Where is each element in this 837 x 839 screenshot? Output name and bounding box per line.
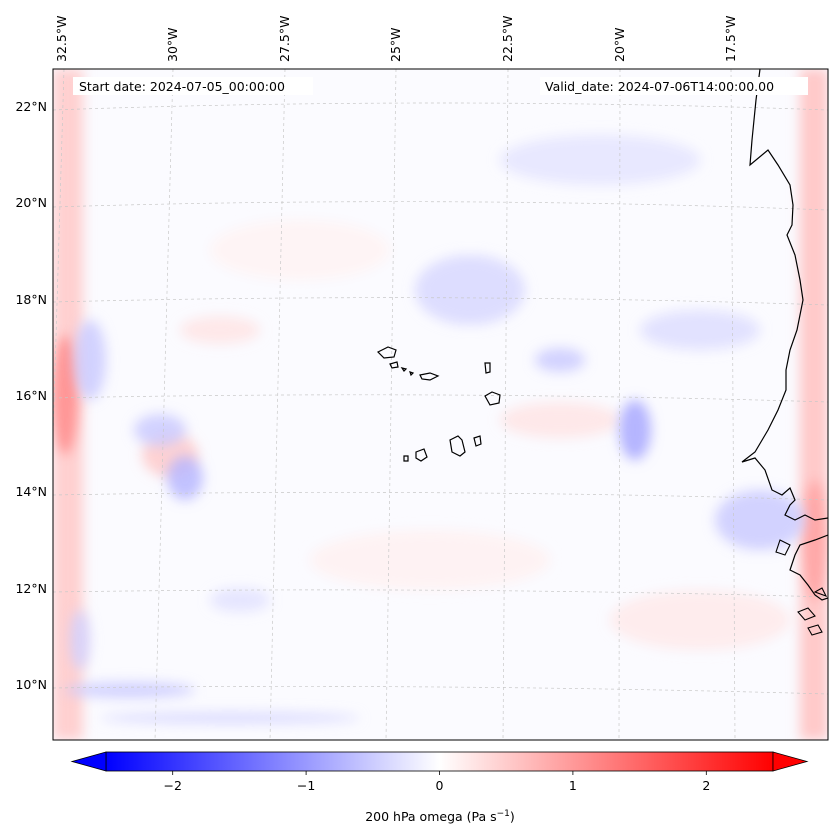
colorbar-tick-label: −2	[163, 778, 181, 793]
lat-label-12n: 12°N	[15, 581, 47, 596]
lat-label-14n: 14°N	[15, 484, 47, 499]
colorbar-tick-label: 0	[436, 778, 444, 793]
colorbar-label-close: )	[510, 809, 515, 824]
colorbar-ticks: −2 −1 0 1 2	[163, 771, 710, 793]
longitude-labels: 32.5°W 30°W 27.5°W 25°W 22.5°W 20°W 17.5…	[54, 16, 738, 62]
guinea-bissau-coastline	[789, 534, 828, 601]
colorbar-body	[105, 751, 774, 772]
colorbar-tick-label: 1	[569, 778, 577, 793]
cabo-verde-islands	[376, 346, 501, 462]
lon-label-20w: 20°W	[612, 27, 627, 62]
lat-label-16n: 16°N	[15, 388, 47, 403]
colorbar-tick-label: 2	[702, 778, 710, 793]
colorbar-label: 200 hPa omega (Pa s−1)	[365, 809, 515, 824]
graticule	[53, 69, 828, 740]
map-frame	[52, 68, 829, 741]
lat-label-22n: 22°N	[15, 99, 47, 114]
colorbar-extend-min	[70, 751, 107, 772]
lon-label-25w: 25°W	[388, 27, 403, 62]
lon-label-30w: 30°W	[165, 27, 180, 62]
valid-date-label: Valid_date: 2024-07-06T14:00:00.00	[545, 79, 774, 94]
lat-label-20n: 20°N	[15, 195, 47, 210]
omega-negative-field	[65, 135, 805, 724]
map-panel	[53, 69, 828, 740]
valid-date-box	[540, 77, 808, 95]
bijagos-islands	[775, 539, 828, 636]
colorbar-label-sup: −1	[497, 809, 510, 819]
latitude-labels: 22°N 20°N 18°N 16°N 14°N 12°N 10°N	[15, 99, 47, 692]
start-date-label: Start date: 2024-07-05_00:00:00	[79, 79, 285, 94]
lon-label-17-5w: 17.5°W	[723, 16, 738, 62]
africa-coastline	[741, 69, 828, 521]
colorbar-label-main: 200 hPa omega (Pa s	[365, 809, 496, 824]
start-date-box	[73, 77, 313, 95]
colorbar: −2 −1 0 1 2 200 hPa omega (Pa s−1)	[70, 751, 809, 824]
colorbar-extend-max	[772, 751, 809, 772]
colorbar-tick-label: −1	[297, 778, 315, 793]
lon-label-27-5w: 27.5°W	[277, 16, 292, 62]
lon-label-32-5w: 32.5°W	[54, 16, 69, 62]
lon-label-22-5w: 22.5°W	[500, 16, 515, 62]
lat-label-18n: 18°N	[15, 292, 47, 307]
lat-label-10n: 10°N	[15, 677, 47, 692]
